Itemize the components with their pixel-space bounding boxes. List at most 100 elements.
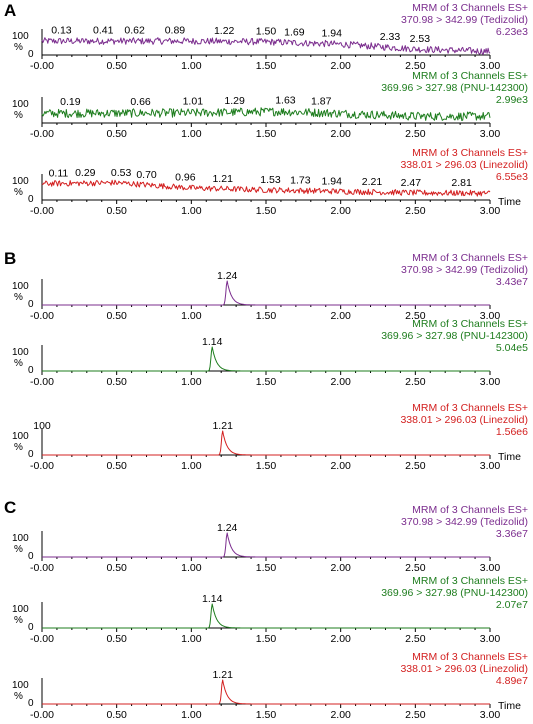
y-label-percent: % xyxy=(14,615,23,626)
x-tick-label: 1.00 xyxy=(181,709,202,719)
trace-line xyxy=(42,346,490,372)
trace-intensity: 2.99e3 xyxy=(496,94,528,106)
peak-label: 2.21 xyxy=(362,176,383,188)
x-tick-label: 0.50 xyxy=(106,60,127,72)
y-label-100: 100 xyxy=(12,347,29,358)
x-tick-label: 3.00 xyxy=(480,128,501,140)
trace-title: MRM of 3 Channels ES+ xyxy=(412,70,528,82)
x-tick-label: -0.00 xyxy=(30,633,54,645)
trace-intensity: 3.36e7 xyxy=(496,528,528,540)
panel-letter-c: C xyxy=(4,498,16,517)
y-label-100: 100 xyxy=(12,680,29,691)
peak-label: 1.22 xyxy=(214,25,235,37)
x-tick-label: 2.00 xyxy=(330,460,351,472)
y-label-100: 100 xyxy=(12,533,29,544)
peak-label: 1.01 xyxy=(183,96,204,108)
peak-label: 0.89 xyxy=(165,25,186,37)
trace-intensity: 2.07e7 xyxy=(496,599,528,611)
x-tick-label: 1.00 xyxy=(181,460,202,472)
x-tick-label: -0.00 xyxy=(30,60,54,72)
peak-label: 1.87 xyxy=(311,95,332,107)
y-label-percent: % xyxy=(14,42,23,53)
peak-label: 0.53 xyxy=(111,167,132,179)
trace-title: MRM of 3 Channels ES+ xyxy=(412,651,528,663)
x-tick-label: 2.50 xyxy=(405,205,426,217)
trace-title: MRM of 3 Channels ES+ xyxy=(412,318,528,330)
trace-transition: 369.96 > 327.98 (PNU-142300) xyxy=(381,330,528,342)
x-tick-label: 2.50 xyxy=(405,460,426,472)
x-tick-label: 2.00 xyxy=(330,633,351,645)
x-tick-label: 2.00 xyxy=(330,128,351,140)
trace-intensity: 3.43e7 xyxy=(496,276,528,288)
trace-title: MRM of 3 Channels ES+ xyxy=(412,2,528,14)
peak-label: 1.21 xyxy=(212,173,233,185)
x-tick-label: 1.50 xyxy=(256,460,277,472)
peak-label: 0.11 xyxy=(49,168,69,180)
y-label-percent: % xyxy=(14,442,23,453)
x-tick-label: 2.50 xyxy=(405,709,426,719)
x-tick-label: 3.00 xyxy=(480,460,501,472)
y-label-100: 100 xyxy=(12,99,29,110)
trace-line xyxy=(41,179,491,197)
peak-label: 0.13 xyxy=(51,25,72,37)
x-tick-label: 2.50 xyxy=(405,310,426,322)
peak-label: 2.33 xyxy=(380,31,401,43)
peak-label: 0.41 xyxy=(93,25,114,37)
y-label-percent: % xyxy=(14,292,23,303)
trace-transition: 338.01 > 296.03 (Linezolid) xyxy=(400,414,528,426)
y-label-100: 100 xyxy=(12,281,29,292)
x-tick-label: 3.00 xyxy=(480,376,501,388)
trace-transition: 338.01 > 296.03 (Linezolid) xyxy=(400,159,528,171)
x-tick-label: 3.00 xyxy=(480,205,501,217)
peak-label: 0.62 xyxy=(124,25,145,37)
peak-label: 1.21 xyxy=(212,420,233,432)
x-tick-label: 2.00 xyxy=(330,205,351,217)
y-label-0: 0 xyxy=(28,622,34,633)
peak-label: 0.96 xyxy=(175,172,196,184)
peak-label: 0.66 xyxy=(130,96,151,108)
x-axis-label-time: Time xyxy=(498,451,521,463)
y-label-0: 0 xyxy=(28,194,34,205)
peak-label: 1.69 xyxy=(284,26,305,38)
x-tick-label: 2.50 xyxy=(405,376,426,388)
x-tick-label: -0.00 xyxy=(30,709,54,719)
x-tick-label: 0.50 xyxy=(106,205,127,217)
peak-label: 0.29 xyxy=(75,167,96,179)
y-label-100: 100 xyxy=(12,431,29,442)
trace-transition: 370.98 > 342.99 (Tedizolid) xyxy=(401,516,528,528)
x-tick-label: 3.00 xyxy=(480,310,501,322)
x-tick-label: -0.00 xyxy=(30,376,54,388)
y-label-0: 0 xyxy=(28,449,34,460)
trace-title: MRM of 3 Channels ES+ xyxy=(412,504,528,516)
x-tick-label: 0.50 xyxy=(106,376,127,388)
x-tick-label: 2.50 xyxy=(405,60,426,72)
peak-label: 2.81 xyxy=(451,177,472,189)
peak-label: 1.53 xyxy=(260,174,281,186)
x-tick-label: -0.00 xyxy=(30,205,54,217)
x-axis-label-time: Time xyxy=(498,196,521,208)
x-tick-label: -0.00 xyxy=(30,460,54,472)
y-label-percent: % xyxy=(14,691,23,702)
trace-line xyxy=(41,37,491,55)
trace-intensity: 5.04e5 xyxy=(496,342,528,354)
trace-transition: 338.01 > 296.03 (Linezolid) xyxy=(400,663,528,675)
y-label-0: 0 xyxy=(28,299,34,310)
panel-letter-a: A xyxy=(4,1,16,20)
x-tick-label: 1.50 xyxy=(256,709,277,719)
peak-label: 1.24 xyxy=(217,270,238,282)
peak-label: 1.73 xyxy=(290,175,311,187)
y-label-percent: % xyxy=(14,187,23,198)
y-label-percent: % xyxy=(14,358,23,369)
x-tick-label: 2.00 xyxy=(330,310,351,322)
x-axis-label-time: Time xyxy=(498,700,521,712)
x-tick-label: 0.50 xyxy=(106,460,127,472)
trace-transition: 369.96 > 327.98 (PNU-142300) xyxy=(381,82,528,94)
trace-line xyxy=(42,280,490,306)
trace-title: MRM of 3 Channels ES+ xyxy=(412,252,528,264)
x-tick-label: 1.00 xyxy=(181,205,202,217)
x-tick-label: 1.50 xyxy=(256,310,277,322)
x-tick-label: 0.50 xyxy=(106,633,127,645)
x-tick-label: 1.00 xyxy=(181,60,202,72)
